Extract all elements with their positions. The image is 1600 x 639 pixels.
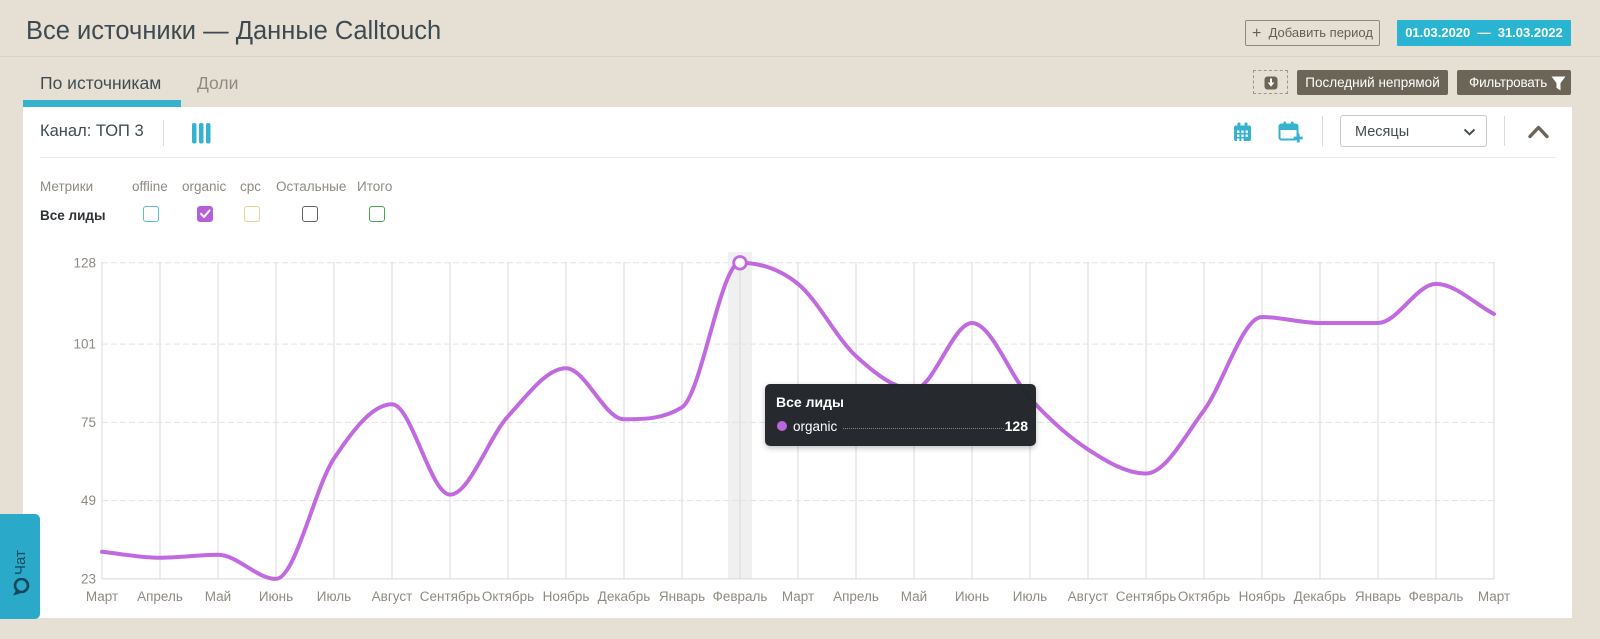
svg-text:Февраль: Февраль xyxy=(713,589,768,604)
svg-text:Январь: Январь xyxy=(659,589,705,604)
svg-text:Август: Август xyxy=(1068,589,1109,604)
svg-text:128: 128 xyxy=(73,255,96,270)
svg-text:Апрель: Апрель xyxy=(833,589,879,604)
svg-text:Июнь: Июнь xyxy=(259,589,293,604)
svg-text:Январь: Январь xyxy=(1355,589,1401,604)
svg-text:Июнь: Июнь xyxy=(955,589,989,604)
svg-text:Ноябрь: Ноябрь xyxy=(1239,589,1286,604)
svg-text:Ноябрь: Ноябрь xyxy=(543,589,590,604)
svg-text:Март: Март xyxy=(782,589,814,604)
svg-text:Май: Май xyxy=(205,589,231,604)
svg-text:Июль: Июль xyxy=(317,589,351,604)
svg-text:Май: Май xyxy=(901,589,927,604)
svg-text:Апрель: Апрель xyxy=(137,589,183,604)
svg-text:Март: Март xyxy=(86,589,118,604)
svg-text:Сентябрь: Сентябрь xyxy=(1116,589,1176,604)
svg-text:Февраль: Февраль xyxy=(1409,589,1464,604)
svg-text:Сентябрь: Сентябрь xyxy=(420,589,480,604)
svg-text:Декабрь: Декабрь xyxy=(1294,589,1347,604)
svg-text:Декабрь: Декабрь xyxy=(598,589,651,604)
svg-text:Август: Август xyxy=(372,589,413,604)
svg-text:23: 23 xyxy=(81,571,96,586)
svg-text:Март: Март xyxy=(1478,589,1510,604)
svg-text:Октябрь: Октябрь xyxy=(482,589,534,604)
svg-text:49: 49 xyxy=(81,493,96,508)
svg-text:101: 101 xyxy=(73,337,96,352)
svg-text:75: 75 xyxy=(81,415,96,430)
svg-text:Июль: Июль xyxy=(1013,589,1047,604)
svg-text:Октябрь: Октябрь xyxy=(1178,589,1230,604)
